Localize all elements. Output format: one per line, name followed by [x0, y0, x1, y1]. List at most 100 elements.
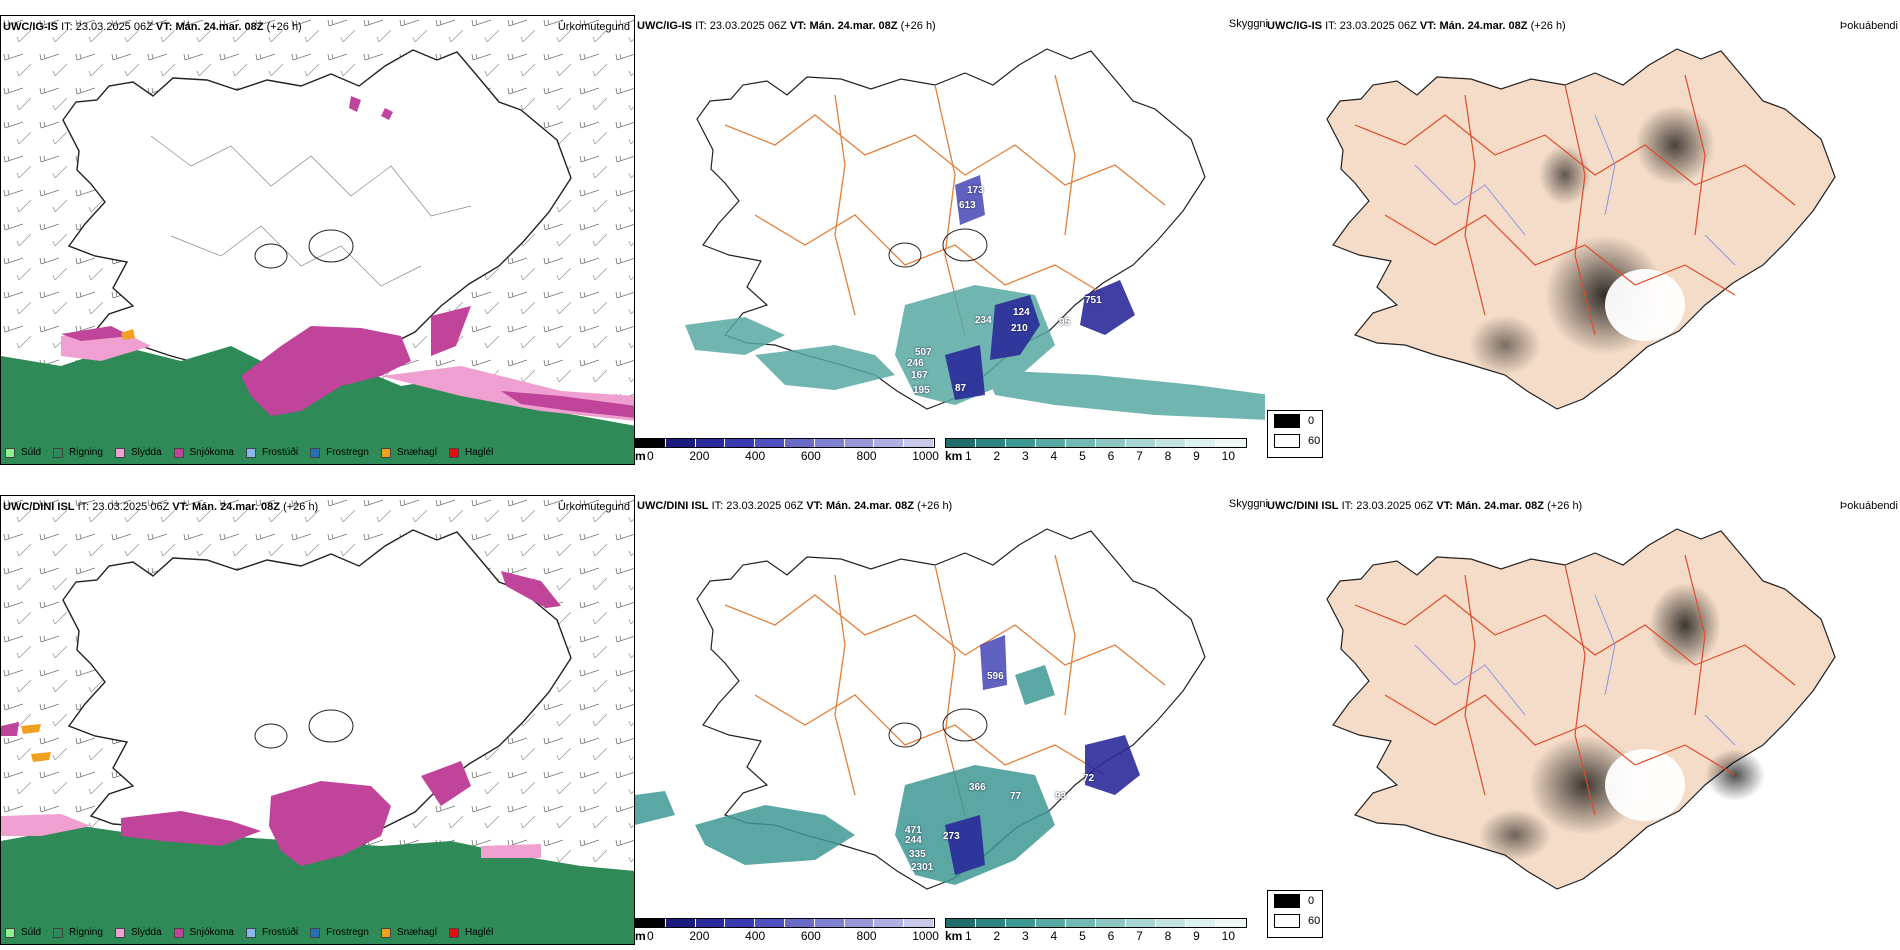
legend-label: Haglél: [464, 927, 494, 938]
init-time: 23.03.2025 06Z: [75, 21, 153, 33]
iceland-outline: [1326, 528, 1836, 890]
vt-label: VT:: [806, 500, 823, 512]
tick-label: 0: [647, 929, 654, 943]
legend-item-hail: Haglél: [448, 927, 494, 938]
lead-time: (+26 h): [917, 500, 953, 512]
tick-label: 1: [965, 929, 972, 943]
rain-area: [1, 826, 634, 944]
fog-legend-row: 0: [1268, 891, 1322, 911]
value-label: 72: [1083, 773, 1095, 784]
vt-label: VT:: [155, 21, 173, 33]
legend-swatch: [173, 447, 184, 458]
iceland-outline: [1326, 48, 1836, 410]
cbar-cell: [874, 439, 905, 447]
fog-legend-row: 60: [1268, 911, 1322, 931]
tick-label: 9: [1193, 449, 1200, 463]
snow-pellet: [21, 724, 51, 762]
legend-label: Snæhagl: [396, 927, 437, 938]
legend-swatch: [448, 927, 459, 938]
cbar-cell: [844, 919, 875, 927]
legend-item-snow: Snjókoma: [173, 447, 234, 458]
precip-legend: Súld Rigning Slydda Snjókoma Frostúði Fr…: [5, 927, 505, 938]
lead-time: (+26 h): [266, 21, 302, 33]
cbar-cell: [636, 439, 666, 447]
visibility-ticks: 1 2 3 4 5 6 7 8 9 10: [965, 929, 1235, 943]
value-label: 77: [1010, 791, 1022, 802]
snow-area: [1, 571, 561, 866]
init-time: 23.03.2025 06Z: [1339, 20, 1417, 32]
legend-item-drizzle: Súld: [5, 927, 41, 938]
value-label: 244: [905, 835, 922, 846]
valid-time: Mán. 24.mar. 08Z: [1455, 500, 1544, 512]
fog-map: [1326, 48, 1836, 410]
cbar-cell: [1006, 439, 1036, 447]
panel-title: Skyggni: [1228, 18, 1268, 30]
ceiling-colorbar: [635, 918, 935, 928]
iceland-outline: [62, 529, 572, 891]
cbar-cell: [814, 439, 845, 447]
cbar-cell: [1126, 439, 1156, 447]
panel-header: UWC/IG-IS IT: 23.03.2025 06Z VT: Mán. 24…: [3, 21, 302, 33]
precip-legend: Súld Rigning Slydda Snjókoma Frostúði Fr…: [5, 447, 505, 458]
tick-label: 1000: [912, 929, 939, 943]
cbar-cell: [1096, 919, 1126, 927]
legend-label: Haglél: [464, 447, 494, 458]
panel-title: Skyggni: [1228, 498, 1268, 510]
tick-label: 8: [1164, 449, 1172, 463]
legend-label: 0: [1308, 415, 1315, 427]
cbar-cell: [874, 919, 905, 927]
tick-label: 600: [800, 449, 821, 463]
tick-label: 5: [1079, 449, 1086, 463]
legend-swatch: [114, 927, 125, 938]
value-label: 167: [911, 370, 928, 381]
visibility-colorbar: [945, 918, 1247, 928]
fog-panel-row1: UWC/IG-IS IT: 23.03.2025 06Z VT: Mán. 24…: [1265, 15, 1900, 465]
legend-item-freezing-rain: Frostregn: [310, 927, 369, 938]
precip-type-panel-row1: UWC/IG-IS IT: 23.03.2025 06Z VT: Mán. 24…: [0, 15, 635, 465]
tick-label: 10: [1221, 449, 1235, 463]
tick-label: 200: [689, 449, 710, 463]
panel-title: Þokuábendi: [1839, 20, 1898, 32]
rain-area: [1, 346, 634, 464]
init-time: 23.03.2025 06Z: [726, 500, 804, 512]
tick-label: 5: [1079, 929, 1086, 943]
value-label: 93: [1055, 791, 1067, 802]
panel-title: Úrkomutegund: [557, 501, 630, 513]
ceiling-ticks: 0 200 400 600 800 1000: [647, 929, 939, 943]
it-label: IT:: [1341, 500, 1354, 512]
ceiling-map: [635, 528, 1206, 890]
legend-label: Slydda: [130, 927, 162, 938]
fog-legend: 0 60: [1267, 410, 1323, 458]
model-name: UWC/DINI ISL: [1267, 500, 1339, 512]
cbar-cell: [665, 919, 696, 927]
legend-swatch: [245, 927, 256, 938]
legend-swatch: [5, 447, 15, 458]
panel-header: UWC/IG-IS IT: 23.03.2025 06Z VT: Mán. 24…: [637, 20, 936, 32]
tick-label: 6: [1107, 929, 1115, 943]
value-label: 210: [1011, 323, 1028, 334]
legend-item-drizzle: Súld: [5, 447, 41, 458]
cbar-cell: [1066, 439, 1096, 447]
legend-item-freezing-rain: Frostregn: [310, 447, 369, 458]
legend-swatch: [1274, 434, 1300, 448]
tick-label: 1000: [912, 449, 939, 463]
fog-legend-row: 60: [1268, 431, 1322, 451]
value-label: 751: [1085, 295, 1102, 306]
panel-header: UWC/DINI ISL IT: 23.03.2025 06Z VT: Mán.…: [1267, 500, 1582, 512]
tick-label: 1: [965, 449, 972, 463]
legend-item-hail: Haglél: [448, 447, 494, 458]
tick-label: 7: [1136, 449, 1143, 463]
tick-label: 6: [1107, 449, 1115, 463]
vt-label: VT:: [1436, 500, 1453, 512]
legend-label: 0: [1308, 895, 1315, 907]
lead-time: (+26 h): [283, 501, 319, 513]
value-label: 273: [943, 831, 960, 842]
init-time: 23.03.2025 06Z: [709, 20, 787, 32]
tick-label: 200: [689, 929, 710, 943]
it-label: IT:: [77, 501, 90, 513]
legend-swatch: [53, 447, 64, 458]
cbar-cell: [904, 919, 934, 927]
visibility-unit: km: [945, 929, 963, 943]
cbar-cell: [784, 919, 815, 927]
legend-swatch: [5, 927, 15, 938]
